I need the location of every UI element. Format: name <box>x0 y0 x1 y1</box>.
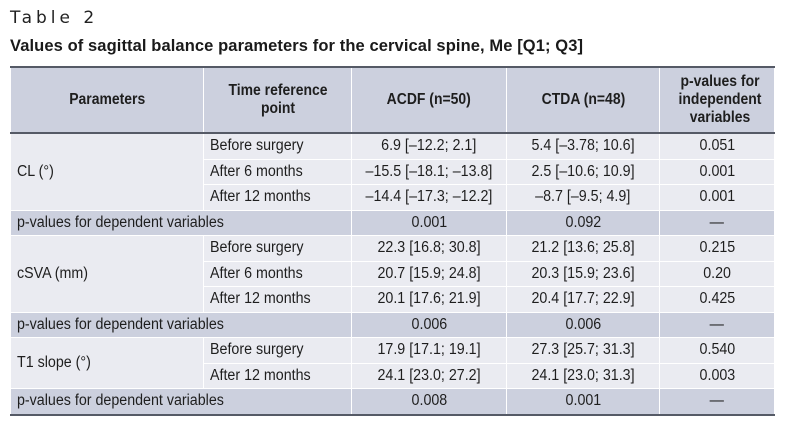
acdf-cell: 22.3 [16.8; 30.8] <box>351 235 507 262</box>
ctda-cell: 24.1 [23.0; 31.3] <box>506 362 660 389</box>
table-row: After 12 months –14.4 [–17.3; –12.2] –8.… <box>11 184 775 211</box>
time-cell: After 12 months <box>203 362 352 389</box>
acdf-cell: 17.9 [17.1; 19.1] <box>351 337 507 364</box>
dependent-p-row: p-values for dependent variables 0.006 0… <box>10 311 775 338</box>
acdf-cell: 0.006 <box>351 311 507 338</box>
dependent-p-row: p-values for dependent variables 0.001 0… <box>10 209 775 236</box>
ctda-cell: 0.006 <box>506 311 660 338</box>
table-label: Table 2 <box>10 8 99 28</box>
header-parameters: Parameters <box>10 66 204 134</box>
p-cell: 0.215 <box>659 235 775 262</box>
parameter-cell: CL (°) <box>10 132 204 211</box>
p-cell: — <box>659 209 775 236</box>
p-cell: 0.20 <box>659 260 775 287</box>
parameter-cell: T1 slope (°) <box>10 337 204 389</box>
time-cell: After 12 months <box>203 286 352 313</box>
p-cell: 0.051 <box>659 132 775 160</box>
table-row: cSVA (mm) Before surgery 22.3 [16.8; 30.… <box>10 235 775 313</box>
ctda-cell: 5.4 [–3.78; 10.6] <box>506 132 660 160</box>
time-cell: After 6 months <box>203 260 352 287</box>
time-cell: After 12 months <box>203 184 352 211</box>
table-row: After 6 months 20.7 [15.9; 24.8] 20.3 [1… <box>11 260 775 287</box>
p-cell: 0.001 <box>659 184 775 211</box>
data-table: Parameters Time reference point ACDF (n=… <box>10 66 775 416</box>
dependent-p-label: p-values for dependent variables <box>10 388 352 416</box>
time-cell: Before surgery <box>203 132 352 160</box>
time-cell: Before surgery <box>203 337 352 364</box>
time-cell: Before surgery <box>203 235 352 262</box>
ctda-cell: 27.3 [25.7; 31.3] <box>506 337 660 364</box>
header-acdf: ACDF (n=50) <box>351 66 507 134</box>
ctda-cell: –8.7 [–9.5; 4.9] <box>506 184 660 211</box>
dependent-p-label: p-values for dependent variables <box>10 311 352 338</box>
ctda-cell: 20.4 [17.7; 22.9] <box>506 286 660 313</box>
p-cell: 0.540 <box>659 337 775 364</box>
p-cell: — <box>659 311 775 338</box>
table-row: CL (°) Before surgery 6.9 [–12.2; 2.1] 5… <box>10 132 775 211</box>
acdf-cell: 0.001 <box>351 209 507 236</box>
ctda-cell: 2.5 [–10.6; 10.9] <box>506 158 660 185</box>
ctda-cell: 20.3 [15.9; 23.6] <box>506 260 660 287</box>
acdf-cell: –14.4 [–17.3; –12.2] <box>351 184 507 211</box>
p-cell: 0.001 <box>659 158 775 185</box>
ctda-cell: 0.001 <box>506 388 660 416</box>
table-row: T1 slope (°) Before surgery 17.9 [17.1; … <box>10 337 775 389</box>
acdf-cell: –15.5 [–18.1; –13.8] <box>351 158 507 185</box>
acdf-cell: 20.7 [15.9; 24.8] <box>351 260 507 287</box>
acdf-cell: 24.1 [23.0; 27.2] <box>351 362 507 389</box>
acdf-cell: 6.9 [–12.2; 2.1] <box>351 132 507 160</box>
ctda-cell: 0.092 <box>506 209 660 236</box>
acdf-cell: 20.1 [17.6; 21.9] <box>351 286 507 313</box>
parameter-cell: cSVA (mm) <box>10 235 204 313</box>
ctda-cell: 21.2 [13.6; 25.8] <box>506 235 660 262</box>
acdf-cell: 0.008 <box>351 388 507 416</box>
header-row: Parameters Time reference point ACDF (n=… <box>10 66 775 134</box>
header-ctda: CTDA (n=48) <box>506 66 660 134</box>
table-title: Values of sagittal balance parameters fo… <box>10 37 584 55</box>
p-cell: 0.003 <box>659 362 775 389</box>
p-cell: 0.425 <box>659 286 775 313</box>
time-cell: After 6 months <box>203 158 352 185</box>
table-row: After 12 months 20.1 [17.6; 21.9] 20.4 [… <box>11 286 775 313</box>
dependent-p-row: p-values for dependent variables 0.008 0… <box>10 388 775 416</box>
header-time-reference: Time reference point <box>203 66 352 134</box>
dependent-p-label: p-values for dependent variables <box>10 209 352 236</box>
header-p-independent: p-values for independent variables <box>659 66 775 134</box>
p-cell: — <box>659 388 775 416</box>
table-row: After 6 months –15.5 [–18.1; –13.8] 2.5 … <box>11 158 775 185</box>
